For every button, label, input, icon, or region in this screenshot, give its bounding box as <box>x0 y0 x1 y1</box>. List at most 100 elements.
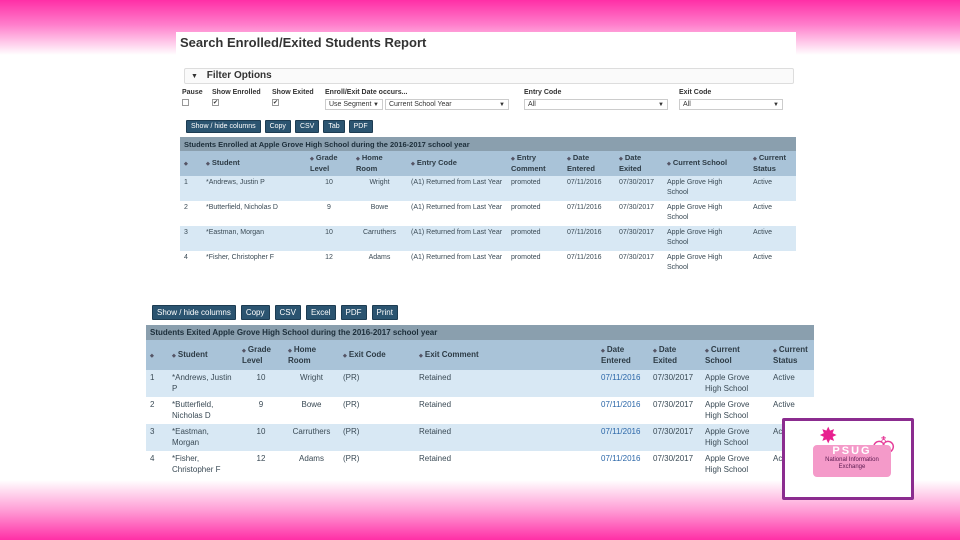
column-header[interactable]: ◆ Student <box>202 151 306 176</box>
table-cell: Apple Grove High School <box>663 201 749 226</box>
table-row: 1 *Andrews, Justin P 10 Wright (PR) Retained 0… <box>146 370 814 397</box>
column-header[interactable]: ◆ Exit Comment <box>415 340 597 370</box>
table-cell: 9 <box>306 201 352 226</box>
exit-code-select[interactable]: All ▼ <box>679 99 783 110</box>
student-link[interactable]: *Andrews, Justin P <box>202 176 306 201</box>
table-cell: (A1) Returned from Last Year <box>407 251 507 276</box>
table-cell: Retained <box>415 424 597 451</box>
logo-acronym: PSUG <box>832 445 872 457</box>
table-cell: Active <box>749 176 796 201</box>
excel-button[interactable]: Excel <box>305 305 336 320</box>
table-cell: 07/11/2016 <box>563 176 615 201</box>
logo-sign: PSUG National Information Exchange <box>813 445 891 477</box>
column-header[interactable]: ◆ Grade Level <box>238 340 284 370</box>
table-cell: (PR) <box>339 451 415 478</box>
show-hide-columns-button[interactable]: Show / hide columns <box>152 305 236 320</box>
sort-arrows-icon: ◆ <box>206 161 210 167</box>
table-cell: 07/30/2017 <box>615 201 663 226</box>
copy-button[interactable]: Copy <box>264 120 291 133</box>
column-header[interactable]: ◆ Date Exited <box>649 340 701 370</box>
table-row: 1 *Andrews, Justin P 10 Wright (A1) Returned… <box>180 176 796 201</box>
table-cell: Retained <box>415 397 597 424</box>
table-cell: Adams <box>352 251 407 276</box>
print-button[interactable]: Print <box>371 305 398 320</box>
student-link[interactable]: *Andrews, Justin P <box>168 370 238 397</box>
student-link[interactable]: *Eastman, Morgan <box>202 226 306 251</box>
export-toolbar-enrolled: Show / hide columns Copy CSV Tab PDF <box>186 115 377 133</box>
table-cell: 07/30/2017 <box>615 251 663 276</box>
column-header[interactable]: ◆ Current Status <box>749 151 796 176</box>
column-header[interactable]: ◆ Date Exited <box>615 151 663 176</box>
sort-arrows-icon: ◆ <box>773 347 777 354</box>
student-link[interactable]: *Eastman, Morgan <box>168 424 238 451</box>
show-enrolled-checkbox[interactable]: ✔ <box>212 99 219 106</box>
table-cell: Apple Grove High School <box>701 370 769 397</box>
date-range-select[interactable]: Current School Year ▼ <box>384 99 509 110</box>
entry-code-select[interactable]: All ▼ <box>524 99 668 110</box>
table-cell: 12 <box>306 251 352 276</box>
sort-arrows-icon: ◆ <box>343 352 347 359</box>
table-cell: Wright <box>284 370 339 397</box>
show-exited-checkbox[interactable]: ✔ <box>272 99 279 106</box>
column-header[interactable]: ◆ Current School <box>663 151 749 176</box>
table-row: 2 *Butterfield, Nicholas D 9 Bowe (A1) Retur… <box>180 201 796 226</box>
table-cell: (PR) <box>339 370 415 397</box>
column-header[interactable]: ◆ Exit Code <box>339 340 415 370</box>
entry-code-label: Entry Code <box>524 89 562 96</box>
copy-button[interactable]: Copy <box>240 305 270 320</box>
table-cell: 07/11/2016 <box>563 251 615 276</box>
sort-arrows-icon: ◆ <box>310 156 314 162</box>
pdf-button[interactable]: PDF <box>340 305 367 320</box>
student-link[interactable]: *Fisher, Christopher F <box>168 451 238 478</box>
date-mode-select[interactable]: Use Segment ▼ <box>325 99 383 110</box>
pdf-button[interactable]: PDF <box>348 120 373 133</box>
table-row: 3 *Eastman, Morgan 10 Carruthers (PR) Retaine… <box>146 424 814 451</box>
filter-options-toggle[interactable]: ▼ Filter Options <box>184 68 794 84</box>
table-cell: Active <box>749 201 796 226</box>
table-cell: Adams <box>284 451 339 478</box>
column-header[interactable]: ◆ Home Room <box>352 151 407 176</box>
table-cell: 07/11/2016 <box>597 397 649 424</box>
sort-arrows-icon: ◆ <box>150 352 154 359</box>
table-cell: 07/30/2017 <box>649 424 701 451</box>
enrolled-table: Students Enrolled at Apple Grove High Sc… <box>180 137 796 276</box>
column-header[interactable]: ◆ Entry Comment <box>507 151 563 176</box>
table-cell: Retained <box>415 370 597 397</box>
table-cell: Carruthers <box>352 226 407 251</box>
column-header[interactable]: ◆ Entry Code <box>407 151 507 176</box>
column-header[interactable]: ◆ Date Entered <box>597 340 649 370</box>
export-toolbar-exited: Show / hide columns Copy CSV Excel PDF Print <box>152 302 403 320</box>
column-header: ◆ <box>146 340 168 370</box>
chevron-down-icon: ▼ <box>658 102 664 108</box>
sort-arrows-icon: ◆ <box>705 347 709 354</box>
csv-button[interactable]: CSV <box>294 120 320 133</box>
show-exited-filter: Show Exited ✔ <box>272 89 314 106</box>
pause-checkbox[interactable] <box>182 99 189 106</box>
table-cell: 2 <box>146 397 168 424</box>
table-cell: (A1) Returned from Last Year <box>407 201 507 226</box>
student-link[interactable]: *Fisher, Christopher F <box>202 251 306 276</box>
student-link[interactable]: *Butterfield, Nicholas D <box>168 397 238 424</box>
table-cell: 07/30/2017 <box>615 226 663 251</box>
student-link[interactable]: *Butterfield, Nicholas D <box>202 201 306 226</box>
sort-arrows-icon: ◆ <box>753 156 757 162</box>
column-header[interactable]: ◆ Current Status <box>769 340 814 370</box>
sort-arrows-icon: ◆ <box>242 347 246 354</box>
column-header[interactable]: ◆ Date Entered <box>563 151 615 176</box>
show-enrolled-filter: Show Enrolled ✔ <box>212 89 261 106</box>
pause-filter: Pause <box>182 89 203 108</box>
page-title: Search Enrolled/Exited Students Report <box>180 35 427 50</box>
column-header[interactable]: ◆ Student <box>168 340 238 370</box>
table-cell: 07/11/2016 <box>597 451 649 478</box>
table-cell: 07/30/2017 <box>649 451 701 478</box>
sort-arrows-icon: ◆ <box>619 156 623 162</box>
csv-button[interactable]: CSV <box>274 305 301 320</box>
column-header[interactable]: ◆ Current School <box>701 340 769 370</box>
column-header: ◆ <box>180 151 202 176</box>
tab-button[interactable]: Tab <box>323 120 345 133</box>
entry-code-filter: Entry Code All ▼ <box>524 89 668 110</box>
show-hide-columns-button[interactable]: Show / hide columns <box>186 120 261 133</box>
column-header[interactable]: ◆ Home Room <box>284 340 339 370</box>
sort-arrows-icon: ◆ <box>288 347 292 354</box>
column-header[interactable]: ◆ Grade Level <box>306 151 352 176</box>
